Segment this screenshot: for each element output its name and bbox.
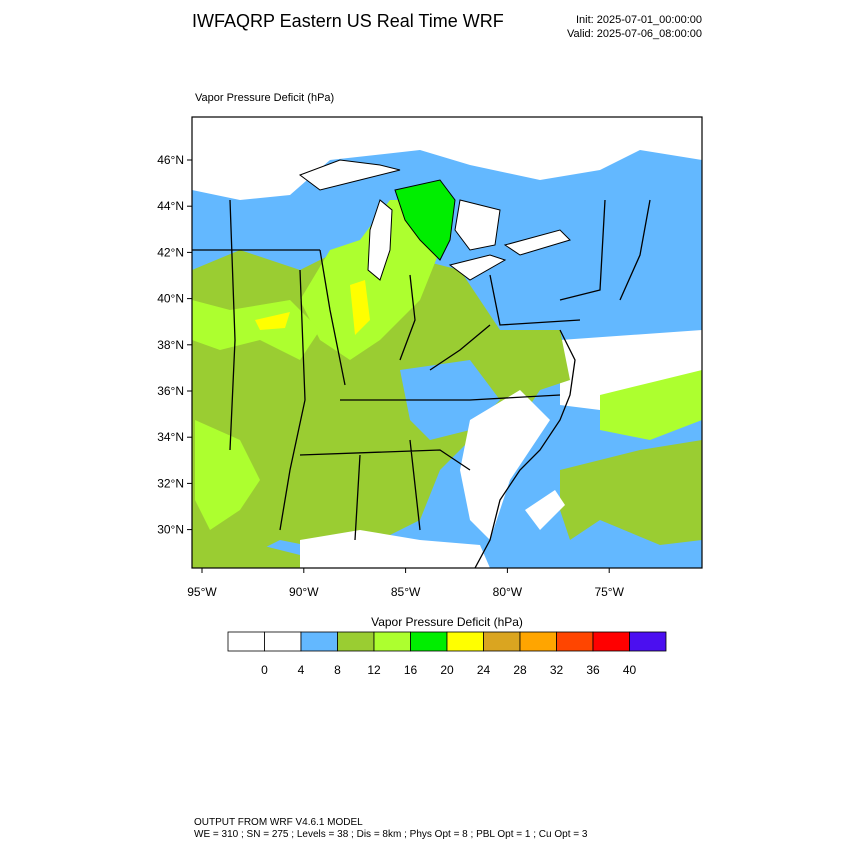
colorbar-label: 24 — [477, 663, 491, 677]
lon-tick-label: 85°W — [391, 585, 421, 599]
axis-ticks: 46°N 44°N 42°N 40°N 38°N 36°N 34°N 32°N 30°N 95°W… — [157, 153, 624, 599]
map-frame — [191, 116, 703, 569]
lat-tick-label: 38°N — [157, 338, 184, 352]
lon-tick-label: 80°W — [493, 585, 523, 599]
colorbar-label: 0 — [261, 663, 268, 677]
lon-tick-label: 95°W — [187, 585, 217, 599]
lat-tick-label: 44°N — [157, 199, 184, 213]
lat-tick-label: 32°N — [157, 476, 184, 490]
colorbar-label: 20 — [440, 663, 454, 677]
colorbar-label: 32 — [550, 663, 564, 677]
colorbar-box — [629, 631, 667, 652]
lat-tick-label: 42°N — [157, 245, 184, 259]
colorbar-box — [556, 631, 594, 652]
map-label: Vapor Pressure Deficit (hPa) — [195, 92, 334, 104]
lat-tick-label: 36°N — [157, 384, 184, 398]
colorbar-label: 8 — [334, 663, 341, 677]
lon-tick-label: 90°W — [289, 585, 319, 599]
colorbar-box — [446, 631, 484, 652]
colorbar-box — [300, 631, 338, 652]
colorbar-label: 16 — [404, 663, 418, 677]
colorbar-box — [410, 631, 448, 652]
colorbar-box — [227, 631, 265, 652]
valid-time: Valid: 2025-07-06_08:00:00 — [567, 28, 702, 40]
colorbar-label: 12 — [367, 663, 381, 677]
footer-line: WE = 310 ; SN = 275 ; Levels = 38 ; Dis … — [194, 829, 588, 840]
lat-tick-label: 40°N — [157, 292, 184, 306]
colorbar-label: 4 — [298, 663, 305, 677]
lat-tick-label: 30°N — [157, 523, 184, 537]
lon-tick-label: 75°W — [594, 585, 624, 599]
lat-tick-label: 34°N — [157, 430, 184, 444]
lat-tick-label: 46°N — [157, 153, 184, 167]
colorbar-label: 36 — [586, 663, 600, 677]
colorbar-box — [373, 631, 411, 652]
colorbar-box — [483, 631, 521, 652]
colorbar-box — [519, 631, 557, 652]
title: IWFAQRP Eastern US Real Time WRF — [192, 11, 504, 31]
colorbar-label: 28 — [513, 663, 527, 677]
colorbar-box — [592, 631, 630, 652]
colorbar-box — [337, 631, 375, 652]
init-time: Init: 2025-07-01_00:00:00 — [576, 14, 702, 26]
colorbar-box — [264, 631, 302, 652]
colorbar: 0 4 8 12 16 20 24 28 32 36 40 — [227, 631, 667, 677]
footer-line: OUTPUT FROM WRF V4.6.1 MODEL — [194, 817, 363, 828]
map-field — [192, 117, 702, 568]
colorbar-label: 40 — [623, 663, 637, 677]
colorbar-title: Vapor Pressure Deficit (hPa) — [371, 615, 523, 629]
